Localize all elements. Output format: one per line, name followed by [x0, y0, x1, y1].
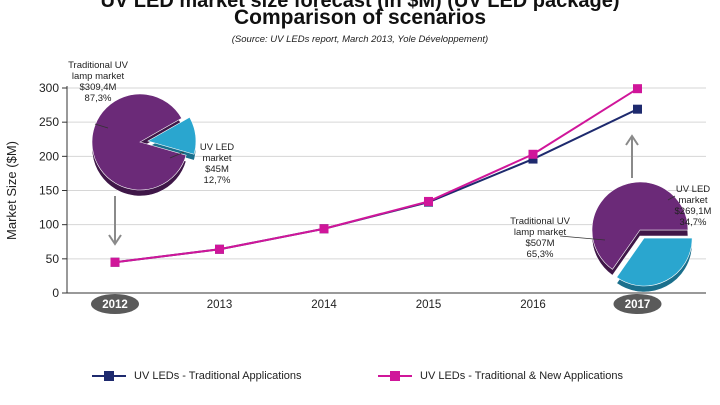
series-0-point	[633, 104, 642, 114]
legend-swatch-new	[378, 371, 412, 381]
leader-line	[667, 195, 676, 201]
pie-2012-led-label: UV LED market $45M 12,7%	[199, 142, 235, 186]
y-tick-label: 100	[39, 218, 59, 232]
y-tick-label: 50	[46, 252, 60, 266]
series-1-point	[215, 244, 224, 254]
x-tick-label: 2017	[625, 299, 651, 311]
pie-2012-lamp-label: Traditional UV lamp market $309,4M 87,3%	[68, 60, 128, 104]
y-tick-label: 200	[39, 149, 59, 163]
cut-off-title: UV LED market size forecast (in $M) (UV …	[100, 0, 620, 12]
series-line-1	[114, 87, 639, 264]
x-tick-label: 2014	[311, 299, 337, 311]
x-tick-label: 2016	[520, 299, 546, 311]
x-highlight-pill	[613, 294, 662, 314]
pie-2017-led-label: UV LED market $269,1M 34,7%	[674, 184, 712, 228]
series-1-point	[319, 224, 329, 234]
series-1-point	[633, 84, 642, 94]
leader-line	[94, 123, 109, 129]
x-tick-label: 2015	[416, 299, 442, 311]
pie-2017-lamp-slice	[591, 181, 689, 270]
y-tick-label: 300	[39, 81, 59, 95]
leader-line	[559, 235, 606, 241]
series-1-point	[528, 149, 538, 159]
chart-title: Comparison of scenarios	[233, 6, 487, 29]
leader-line	[169, 151, 185, 159]
legend-item-traditional: UV LEDs - Traditional Applications	[92, 370, 302, 382]
y-tick-label: 250	[39, 115, 59, 129]
series-0-point	[528, 154, 538, 164]
pie-2012-led-slice	[147, 116, 197, 155]
x-highlight-pill	[91, 294, 139, 314]
legend-label-traditional: UV LEDs - Traditional Applications	[134, 370, 302, 382]
legend-label-new: UV LEDs - Traditional & New Applications	[420, 370, 623, 382]
y-axis-label: Market Size ($M)	[4, 141, 19, 240]
legend-item-new: UV LEDs - Traditional & New Applications	[378, 370, 623, 382]
series-1-point	[424, 196, 433, 206]
chart-source: (Source: UV LEDs report, March 2013, Yol…	[231, 34, 489, 45]
y-tick-label: 150	[39, 184, 59, 198]
y-tick-label: 0	[52, 286, 59, 300]
pointer-arrow-head	[108, 234, 122, 246]
pie-2017-led-slice	[616, 237, 693, 287]
x-tick-label: 2012	[102, 299, 128, 311]
pie-2017-lamp-label: Traditional UV lamp market $507M 65,3%	[510, 216, 570, 260]
legend-swatch-traditional	[92, 371, 126, 381]
pointer-arrow-head	[625, 134, 639, 146]
series-1-point	[110, 257, 120, 267]
x-tick-label: 2013	[207, 299, 233, 311]
pie-2012-lamp-slice	[91, 93, 187, 191]
